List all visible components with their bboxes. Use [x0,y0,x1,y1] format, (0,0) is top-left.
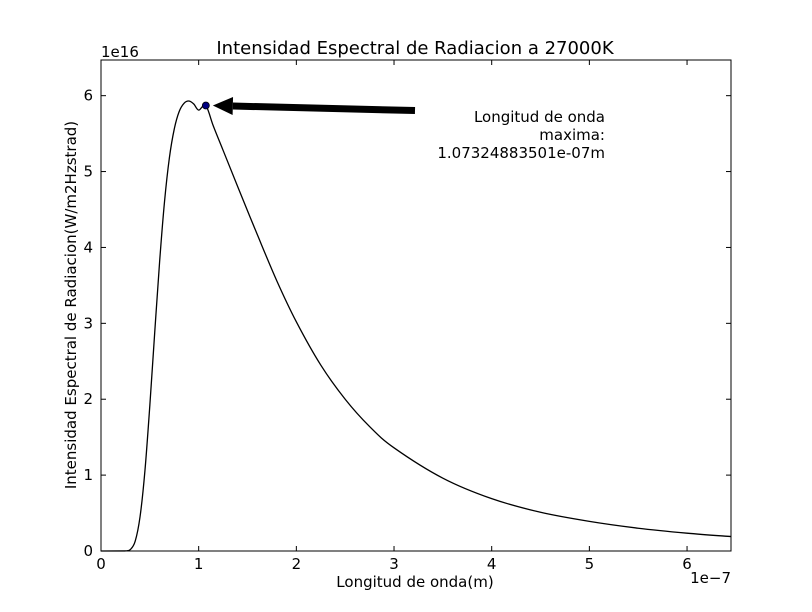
annotation-arrow-shaft [232,102,416,115]
x-tick-label: 1 [194,555,204,573]
annotation-text: Longitud de onda maxima: 1.07324883501e-… [437,108,605,162]
x-tick-label: 5 [585,555,595,573]
x-tick-label: 4 [487,555,497,573]
y-multiplier-label: 1e16 [101,43,139,61]
annotation-line-3: 1.07324883501e-07m [437,144,605,162]
annotation-line-2: maxima: [539,126,605,144]
plot-frame [100,59,732,552]
x-tick-label: 3 [389,555,399,573]
y-tick-label: 2 [83,390,93,408]
chart-title: Intensidad Espectral de Radiacion a 2700… [216,38,614,59]
y-tick-label: 1 [83,466,93,484]
y-tick-label: 6 [83,87,93,105]
series-line [125,100,732,552]
x-tick-label: 2 [292,555,302,573]
x-tick-label: 6 [682,555,692,573]
peak-point-marker [201,101,210,110]
annotation-line-1: Longitud de onda [474,108,605,126]
y-tick-label: 5 [83,163,93,181]
y-axis-label: Intensidad Espectral de Radiacion(W/m2Hz… [62,121,80,489]
x-axis-label: Longitud de onda(m) [336,573,493,591]
plot-area: 0 1 2 3 4 5 6 0 1 2 3 4 5 6 [83,59,732,573]
y-tick-label: 4 [83,238,93,256]
y-tick-label: 0 [83,542,93,560]
annotation-arrow-head [212,97,234,116]
y-tick-label: 3 [83,314,93,332]
x-tick-label: 0 [96,555,106,573]
x-multiplier-label: 1e−7 [690,569,731,587]
